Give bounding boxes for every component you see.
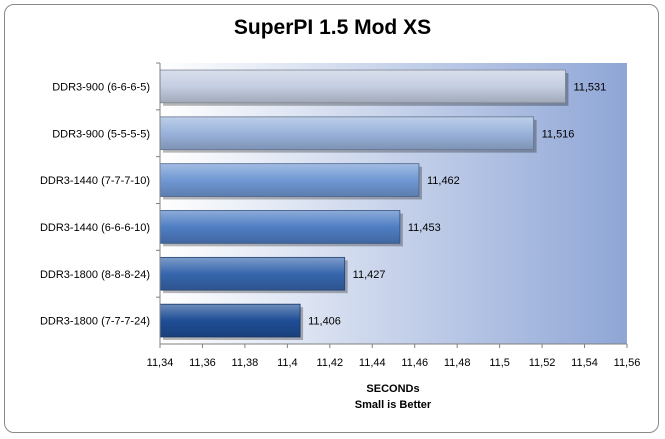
- x-axis-title: SECONDs: [366, 383, 419, 395]
- bar: [159, 303, 301, 338]
- bars-group: 11,531 11,516 11,462 11,453 11,427 11,406: [159, 69, 606, 340]
- x-tick-label: 11,44: [359, 357, 386, 369]
- x-tick-label: 11,4: [277, 357, 298, 369]
- x-tick-label: 11,46: [401, 357, 428, 369]
- value-label: 11,516: [542, 128, 575, 140]
- chart-title: SuperPI 1.5 Mod XS: [233, 16, 432, 39]
- bar: [159, 256, 346, 291]
- category-label: DDR3-900 (5-5-5-5): [52, 128, 150, 140]
- value-label: 11,427: [353, 269, 386, 281]
- x-tick-label: 11,36: [189, 357, 216, 369]
- x-tick-label: 11,42: [316, 357, 343, 369]
- x-ticks-group: 11,34 11,36 11,38 11,4 11,42 11,44 11,46 11,48 1…: [147, 344, 641, 369]
- x-tick-label: 11,5: [489, 357, 510, 369]
- value-label: 11,453: [408, 222, 441, 234]
- x-axis-subtitle: Small is Better: [355, 399, 432, 411]
- bar: [159, 210, 401, 244]
- value-label: 11,462: [427, 175, 460, 187]
- x-tick-label: 11,56: [614, 357, 641, 369]
- value-label: 11,406: [308, 316, 341, 328]
- category-label: DDR3-1800 (8-8-8-24): [40, 269, 150, 281]
- bar: [159, 163, 420, 197]
- x-tick-label: 11,52: [529, 357, 556, 369]
- value-label: 11,531: [573, 81, 606, 93]
- bar: [159, 116, 535, 151]
- category-label: DDR3-1800 (7-7-7-24): [40, 316, 150, 328]
- bar: [159, 69, 566, 104]
- x-tick-label: 11,38: [232, 357, 259, 369]
- x-tick-label: 11,54: [571, 357, 598, 369]
- category-label: DDR3-1440 (7-7-7-10): [40, 175, 150, 187]
- plot-area: [160, 63, 627, 344]
- category-labels-group: DDR3-900 (6-6-6-5) DDR3-900 (5-5-5-5) DDR3…: [40, 62, 160, 328]
- x-tick-label: 11,48: [444, 357, 471, 369]
- x-tick-label: 11,34: [147, 357, 174, 369]
- category-label: DDR3-900 (6-6-6-5): [52, 81, 150, 93]
- category-label: DDR3-1440 (6-6-6-10): [40, 222, 150, 234]
